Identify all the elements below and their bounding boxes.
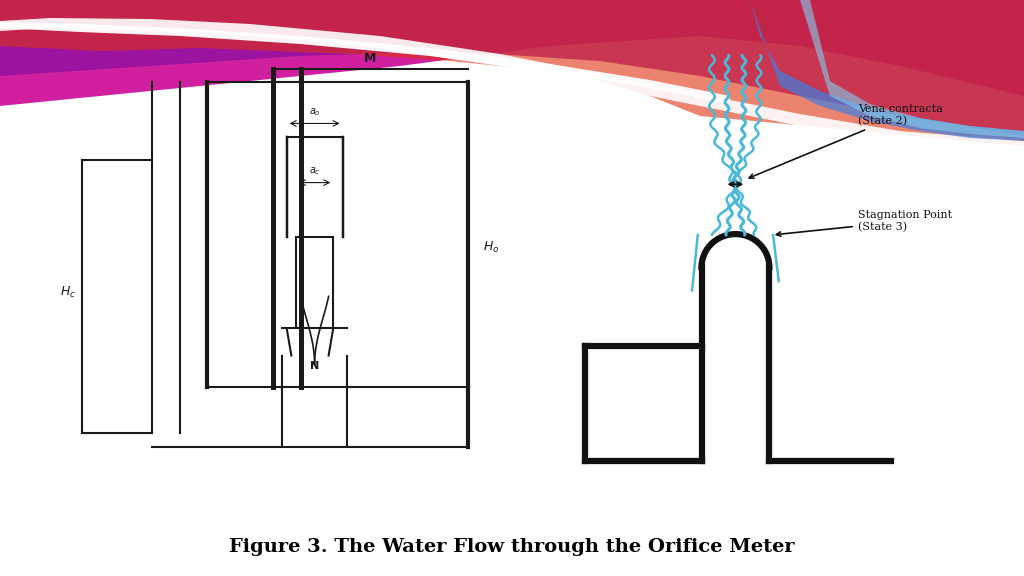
Text: $a_c$: $a_c$ bbox=[309, 165, 321, 177]
Text: M: M bbox=[365, 52, 377, 65]
Polygon shape bbox=[0, 0, 1024, 136]
Text: Vena contracta
(State 2): Vena contracta (State 2) bbox=[750, 104, 943, 179]
Text: Figure 3. The Water Flow through the Orifice Meter: Figure 3. The Water Flow through the Ori… bbox=[229, 538, 795, 556]
Polygon shape bbox=[0, 0, 1024, 146]
Polygon shape bbox=[800, 0, 1024, 138]
Text: $H_c$: $H_c$ bbox=[59, 285, 76, 301]
Text: Stagnation Point
(State 3): Stagnation Point (State 3) bbox=[776, 210, 952, 236]
Polygon shape bbox=[750, 0, 1024, 141]
Text: $a_o$: $a_o$ bbox=[308, 107, 321, 118]
Text: N: N bbox=[310, 361, 319, 371]
Text: $H_o$: $H_o$ bbox=[483, 240, 500, 255]
Polygon shape bbox=[0, 0, 1024, 106]
Polygon shape bbox=[0, 0, 1024, 151]
Polygon shape bbox=[0, 22, 730, 104]
